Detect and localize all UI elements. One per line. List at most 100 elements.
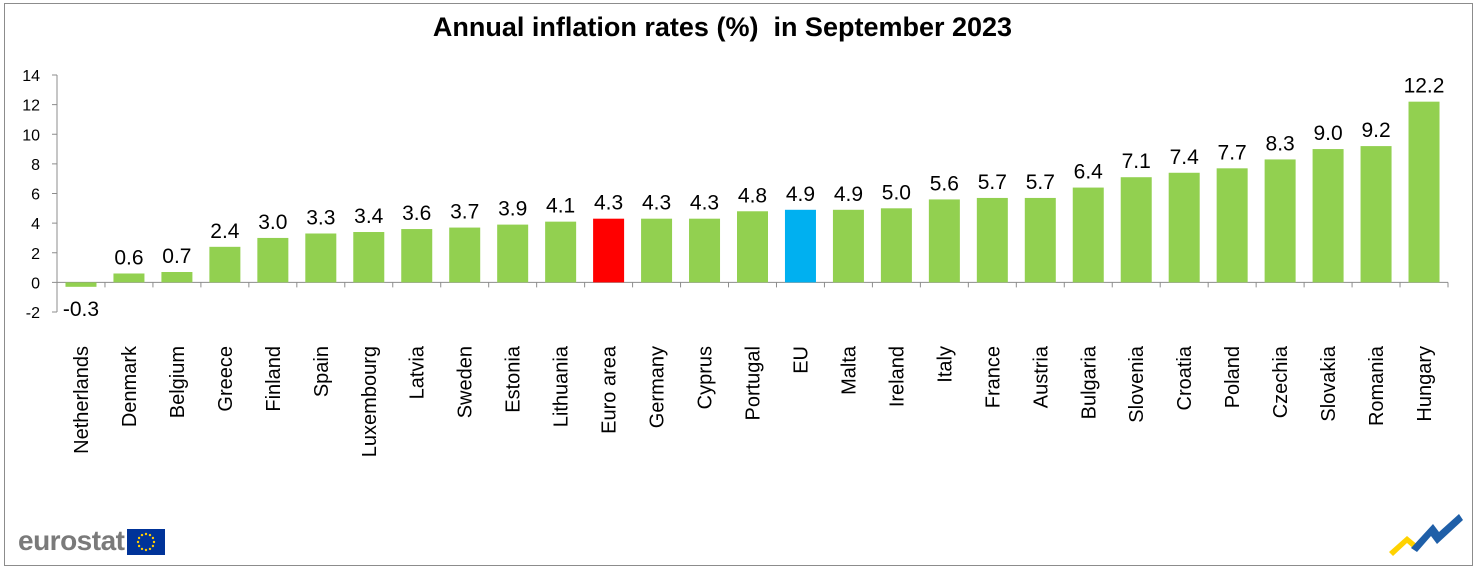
bar-luxembourg <box>353 232 385 283</box>
bar-austria <box>1024 197 1056 283</box>
category-label: Lithuania <box>551 345 573 427</box>
y-tick-label: -2 <box>26 305 40 322</box>
flag-star <box>141 547 144 551</box>
y-tick-label: 4 <box>31 216 40 233</box>
bar-lithuania <box>545 221 577 283</box>
eurostat-logo: eurostat <box>18 524 166 558</box>
data-label: 5.6 <box>930 172 959 195</box>
data-label: 12.2 <box>1404 75 1445 98</box>
data-label: 2.4 <box>210 220 240 243</box>
category-label: Latvia <box>407 345 429 399</box>
y-tick-label: 0 <box>31 275 40 292</box>
bar-latvia <box>401 229 433 283</box>
flag-star <box>152 536 155 540</box>
flag-star <box>152 544 155 548</box>
y-tick-label: 2 <box>31 246 40 263</box>
data-label: 6.4 <box>1074 161 1104 184</box>
flag-star <box>145 548 148 552</box>
category-label: Croatia <box>1174 345 1196 410</box>
swoosh-yellow-stroke <box>1389 536 1419 556</box>
swoosh-blue-stroke <box>1411 514 1463 552</box>
data-label: 5.7 <box>978 171 1007 194</box>
category-label: Greece <box>215 346 237 412</box>
bar-czechia <box>1264 159 1296 283</box>
category-label: Czechia <box>1270 345 1292 418</box>
category-label: Slovakia <box>1318 345 1340 421</box>
data-label: -0.3 <box>63 298 99 321</box>
flag-star <box>137 540 140 544</box>
category-label: Malta <box>838 345 860 395</box>
category-label: Denmark <box>119 345 141 427</box>
data-label: 3.6 <box>402 202 431 225</box>
data-label: 5.0 <box>882 181 911 204</box>
bar-croatia <box>1168 172 1200 283</box>
chart-title: Annual inflation rates (%) in September … <box>432 12 1013 42</box>
category-label: Finland <box>263 346 285 412</box>
bar-romania <box>1360 146 1392 283</box>
bar-euro-area <box>593 218 625 283</box>
bar-poland <box>1216 168 1248 283</box>
data-label: 7.7 <box>1218 141 1247 164</box>
data-label: 9.2 <box>1361 119 1390 142</box>
bar-sweden <box>449 227 481 283</box>
category-label: Romania <box>1366 345 1388 426</box>
bar-cyprus <box>689 218 721 283</box>
category-label: Ireland <box>886 346 908 407</box>
category-label: Netherlands <box>71 346 93 454</box>
bar-france <box>976 197 1008 283</box>
category-label: Poland <box>1222 346 1244 408</box>
flag-star <box>141 533 144 537</box>
flag-star <box>149 533 152 537</box>
category-label: Bulgaria <box>1078 345 1100 419</box>
y-tick-label: 12 <box>22 98 40 115</box>
y-tick-label: 10 <box>22 127 40 144</box>
category-label: Germany <box>647 346 669 428</box>
bar-hungary <box>1408 101 1440 283</box>
bar-slovenia <box>1120 177 1152 283</box>
data-label: 9.0 <box>1313 122 1342 145</box>
bars-layer <box>65 101 1440 287</box>
data-label: 3.7 <box>450 201 479 224</box>
y-tick-label: 14 <box>22 68 40 85</box>
bar-belgium <box>161 272 193 283</box>
category-label: Portugal <box>743 346 765 421</box>
data-label: 5.7 <box>1026 171 1055 194</box>
category-label: Austria <box>1030 345 1052 408</box>
data-label: 7.1 <box>1122 150 1151 173</box>
data-label: 4.3 <box>690 192 719 215</box>
category-label: Spain <box>311 346 333 397</box>
category-label: Euro area <box>599 345 621 434</box>
bar-eu <box>784 209 816 283</box>
flag-star <box>153 540 156 544</box>
bar-ireland <box>880 208 912 283</box>
category-label: Belgium <box>167 346 189 418</box>
logo-text: eurostat <box>18 525 125 556</box>
flag-star <box>149 547 152 551</box>
category-label: Cyprus <box>695 346 717 409</box>
data-label: 7.4 <box>1170 146 1200 169</box>
flag-star <box>138 536 141 540</box>
bar-bulgaria <box>1072 187 1104 283</box>
bar-estonia <box>497 224 529 283</box>
category-label: Luxembourg <box>359 346 381 457</box>
bar-italy <box>928 199 960 283</box>
data-label: 0.6 <box>114 246 143 269</box>
y-tick-label: 6 <box>31 187 40 204</box>
y-tick-label: 8 <box>31 157 40 174</box>
bar-spain <box>305 233 337 283</box>
data-label: 3.0 <box>258 211 287 234</box>
category-label: Slovenia <box>1126 345 1148 423</box>
axis-layer: 14 12 10 8 6 4 2 0 -2 <box>22 68 1449 322</box>
data-label: 4.9 <box>786 183 815 206</box>
bar-greece <box>209 246 241 283</box>
bar-netherlands <box>65 282 97 287</box>
data-label: 3.4 <box>354 205 384 228</box>
bar-finland <box>257 237 289 283</box>
bar-malta <box>832 209 864 283</box>
category-label: France <box>982 346 1004 408</box>
data-label: 4.8 <box>738 184 767 207</box>
flag-star <box>138 544 141 548</box>
data-label: 4.1 <box>546 195 575 218</box>
data-label: 8.3 <box>1266 132 1295 155</box>
